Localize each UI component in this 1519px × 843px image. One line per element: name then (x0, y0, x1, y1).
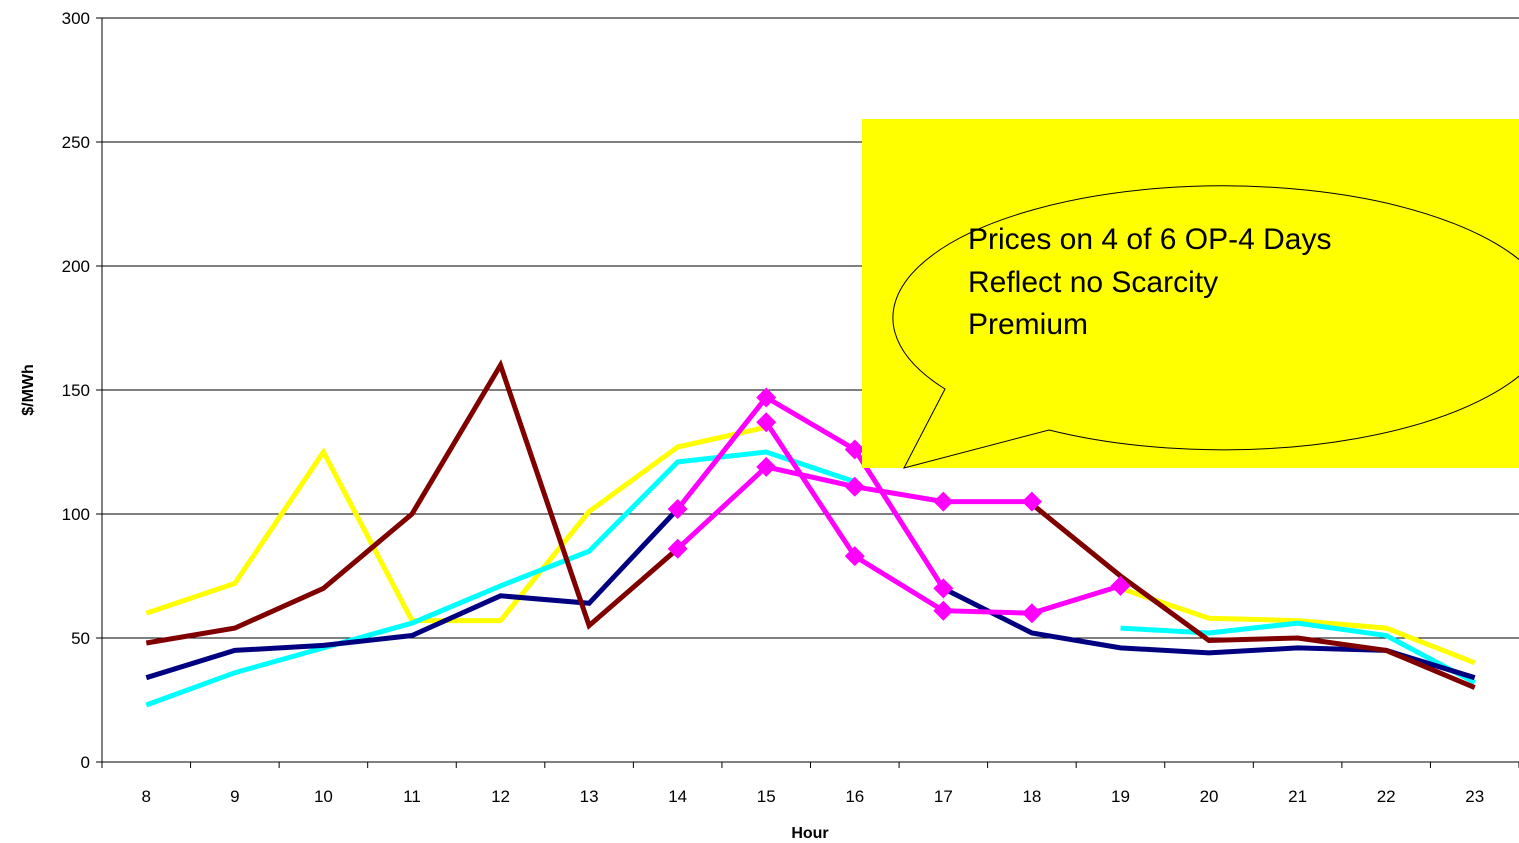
y-tick-label: 100 (62, 505, 90, 524)
x-tick-label: 13 (580, 787, 599, 806)
x-tick-label: 16 (845, 787, 864, 806)
data-point-marker (1110, 575, 1131, 596)
data-point-marker (667, 499, 688, 520)
data-point-marker (756, 456, 777, 477)
callout-text-line-3: Premium (968, 308, 1088, 341)
x-tick-label: 14 (668, 787, 687, 806)
y-tick-label: 300 (62, 9, 90, 28)
series-group (145, 359, 1476, 708)
series-line-4 (145, 359, 1476, 690)
x-tick-label: 21 (1288, 787, 1307, 806)
y-tick-label: 200 (62, 257, 90, 276)
data-point-marker (1021, 491, 1042, 512)
callout-text-line-1: Prices on 4 of 6 OP-4 Days (968, 223, 1332, 256)
data-point-marker (844, 476, 865, 497)
x-tick-label: 23 (1465, 787, 1484, 806)
series-line-5 (675, 394, 946, 590)
x-tick-label: 11 (403, 787, 421, 806)
x-tick-label: 19 (1111, 787, 1130, 806)
data-point-marker (756, 387, 777, 408)
data-point-marker (756, 412, 777, 433)
callout-annotation: Prices on 4 of 6 OP-4 Days Reflect no Sc… (862, 119, 1519, 469)
data-point-marker (1021, 603, 1042, 624)
y-tick-label: 150 (62, 381, 90, 400)
data-point-marker (933, 491, 954, 512)
y-tick-label: 250 (62, 133, 90, 152)
data-point-marker (667, 538, 688, 559)
callout-bubble (892, 185, 1519, 469)
y-tick-label: 50 (71, 629, 90, 648)
series-line-2 (145, 449, 1476, 708)
x-tick-label: 17 (934, 787, 953, 806)
x-tick-label: 20 (1200, 787, 1219, 806)
x-tick-label: 9 (230, 787, 239, 806)
y-tick-label: 0 (81, 753, 90, 772)
x-tick-label: 18 (1022, 787, 1041, 806)
x-tick-label: 15 (757, 787, 776, 806)
y-axis-title: $/MWh (20, 364, 37, 416)
x-tick-label: 10 (314, 787, 333, 806)
callout-text-line-2: Reflect no Scarcity (968, 266, 1218, 299)
data-point-marker (844, 439, 865, 460)
x-tick-label: 8 (142, 787, 151, 806)
axes: 0 50 100 150 200 250 300 8 9 10 11 12 13 14 15 16 17 18 19… (62, 9, 1519, 806)
data-point-marker (933, 578, 954, 599)
x-axis-title: Hour (791, 825, 828, 842)
x-tick-label: 22 (1377, 787, 1396, 806)
x-tick-label: 12 (491, 787, 510, 806)
data-point-marker (844, 546, 865, 567)
series-line-3 (145, 507, 1476, 681)
data-point-marker (933, 600, 954, 621)
